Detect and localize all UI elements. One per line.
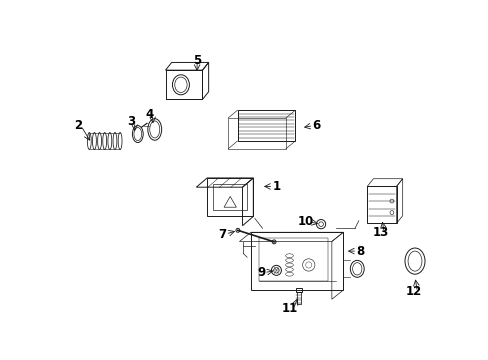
- Text: 13: 13: [372, 226, 388, 239]
- Text: 8: 8: [355, 244, 364, 258]
- Text: 4: 4: [145, 108, 153, 121]
- Text: 5: 5: [193, 54, 201, 67]
- Text: 7: 7: [218, 228, 226, 240]
- Text: 3: 3: [127, 115, 136, 128]
- Text: 9: 9: [256, 266, 264, 279]
- Text: 1: 1: [272, 180, 280, 193]
- Text: 6: 6: [312, 119, 320, 132]
- Text: 12: 12: [405, 285, 422, 298]
- Text: 2: 2: [74, 119, 81, 132]
- Text: 11: 11: [282, 302, 298, 315]
- Text: 10: 10: [297, 215, 313, 228]
- Bar: [295, 288, 301, 292]
- Bar: [296, 292, 300, 304]
